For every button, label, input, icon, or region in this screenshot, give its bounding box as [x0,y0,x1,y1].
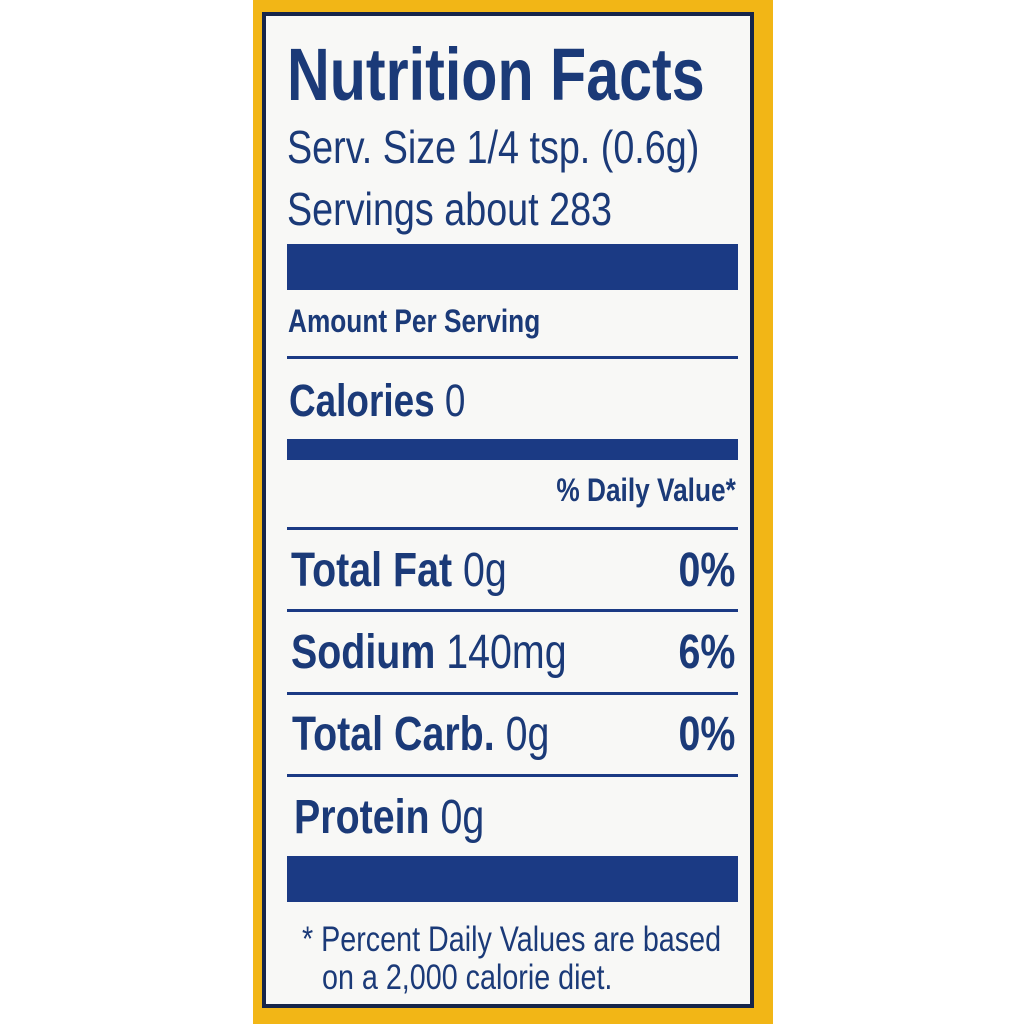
nutrient-dv: 0% [678,708,735,761]
amount-per-serving: Amount Per Serving [288,303,541,339]
nutrient-dv: 6% [678,626,735,679]
divider [287,609,738,612]
nutrient-dv: 0% [678,544,735,597]
divider [287,692,738,695]
nutrient-amount: 0g [440,791,485,844]
nutrient-row-total-fat: Total Fat 0g [291,547,507,595]
nutrient-name: Protein [294,791,430,844]
footnote-line-2: on a 2,000 calorie diet. [322,958,613,997]
nutrient-amount: 0g [463,544,507,597]
nutrient-name: Sodium [291,626,436,679]
daily-value-header: % Daily Value* [556,472,736,508]
footnote-line-1: * Percent Daily Values are based [302,920,722,959]
label-title: Nutrition Facts [287,33,705,116]
calories-value: 0 [444,375,466,426]
medium-divider [287,439,738,460]
nutrient-row-protein: Protein 0g [294,794,484,842]
calories-label: Calories [289,375,435,426]
calories-row: Calories 0 [289,378,465,423]
servings-per-container: Servings about 283 [287,183,613,235]
nutrient-amount: 0g [505,708,550,761]
thick-divider [287,244,738,290]
nutrition-label-panel [262,12,754,1008]
serving-size: Serv. Size 1/4 tsp. (0.6g) [287,121,700,173]
nutrient-row-sodium: Sodium 140mg [291,629,567,677]
nutrient-row-total-carb: Total Carb. 0g [292,711,549,759]
divider [287,774,738,777]
thick-divider [287,856,738,902]
nutrient-name: Total Fat [291,544,453,597]
divider [287,356,738,359]
nutrient-name: Total Carb. [292,708,495,761]
nutrient-amount: 140mg [446,626,567,679]
divider [287,527,738,530]
